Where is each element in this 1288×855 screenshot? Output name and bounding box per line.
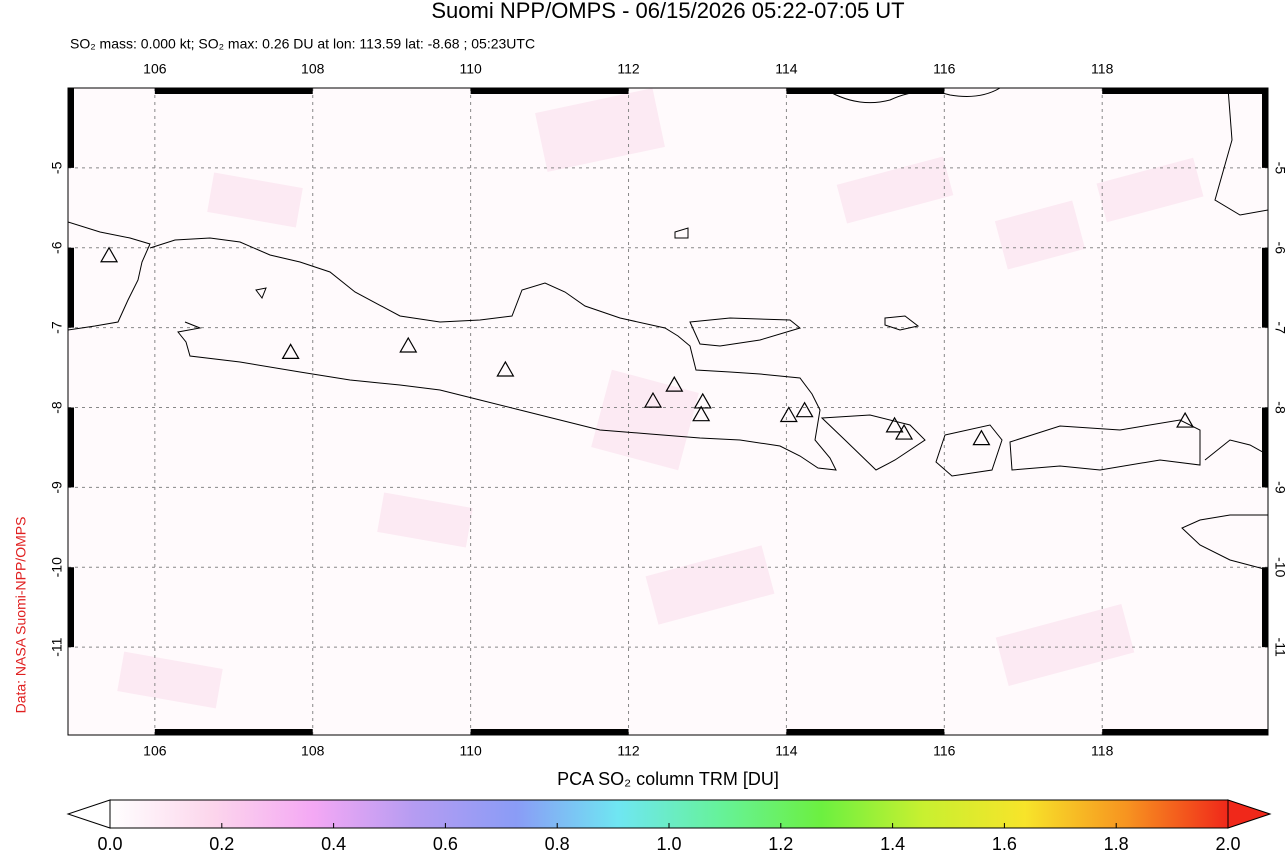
frame-segment: [470, 88, 629, 94]
y-tick-label: -10: [1272, 557, 1288, 577]
y-tick-label: -9: [1272, 481, 1288, 494]
x-tick-label: 106: [143, 743, 167, 759]
y-tick-label: -11: [1272, 638, 1288, 657]
volcano-marker: [665, 375, 684, 392]
volcano-marker: [795, 401, 814, 418]
coastlines: [68, 88, 1268, 571]
volcano-marker: [496, 360, 515, 377]
x-tick-label: 112: [617, 61, 640, 77]
x-tick-label: 110: [459, 61, 482, 77]
volcano-marker: [972, 429, 991, 446]
y-tick-label: -7: [1272, 321, 1288, 334]
colorbar-tick-label: 0.0: [97, 834, 122, 854]
y-tick-label: -5: [1272, 162, 1288, 175]
x-tick-label: 114: [775, 743, 798, 759]
x-tick-label: 108: [301, 743, 325, 759]
y-tick-label: -8: [49, 401, 65, 414]
x-tick-label: 110: [459, 743, 482, 759]
x-tick-label: 106: [143, 61, 167, 77]
colorbar-tick-label: 0.6: [433, 834, 458, 854]
colorbar-tick-label: 0.8: [545, 834, 570, 854]
frame-segment: [1102, 729, 1268, 735]
volcano-marker: [779, 406, 798, 423]
y-tick-label: -8: [1272, 401, 1288, 414]
volcano-marker: [885, 416, 904, 433]
volcano-marker: [1176, 411, 1195, 428]
frame-segment: [1262, 247, 1268, 328]
map-frame: [67, 87, 1269, 736]
colorbar-tick-label: 1.8: [1104, 834, 1129, 854]
volcano-marker: [693, 392, 712, 409]
colorbar-tick-label: 0.2: [209, 834, 234, 854]
frame-segment: [154, 729, 313, 735]
colorbar-tick-label: 2.0: [1215, 834, 1240, 854]
colorbar-tick-label: 1.4: [880, 834, 905, 854]
frame-segment: [68, 567, 74, 648]
x-tick-label: 114: [775, 61, 798, 77]
volcanoes: [100, 246, 1195, 446]
y-tick-label: -9: [49, 481, 65, 494]
y-tick-label: -5: [49, 161, 65, 174]
x-tick-label: 112: [617, 743, 640, 759]
colorbar-tick-label: 1.2: [768, 834, 793, 854]
volcano-marker: [281, 343, 300, 359]
x-tick-label: 116: [933, 61, 956, 77]
volcano-marker: [100, 246, 119, 263]
x-tick-label: 118: [1091, 61, 1114, 77]
credit: Data: NASA Suomi-NPP/OMPS: [13, 517, 29, 714]
chart-subtitle: SO₂ mass: 0.000 kt; SO₂ max: 0.26 DU at …: [70, 36, 535, 52]
volcano-marker: [399, 336, 418, 353]
y-tick-label: -11: [49, 637, 65, 656]
x-tick-label: 108: [301, 61, 325, 77]
frame-segment: [1262, 88, 1268, 168]
frame-segment: [786, 729, 945, 735]
frame-segment: [1102, 88, 1268, 94]
frame-segment: [68, 88, 74, 168]
colorbar-arrow-high: [1227, 799, 1272, 829]
volcano-marker: [895, 423, 914, 440]
frame-segment: [1262, 567, 1268, 648]
frame-border: [67, 87, 1269, 736]
colorbar-tick-label: 1.0: [656, 834, 681, 854]
frame-segment: [1262, 407, 1268, 488]
colorbar-arrow-low: [66, 799, 111, 829]
colorbar-tick-label: 1.6: [992, 834, 1017, 854]
frame-segment: [68, 407, 74, 488]
volcano-marker: [692, 405, 711, 422]
frame-segment: [786, 88, 945, 94]
frame-segment: [68, 247, 74, 328]
volcano-marker: [643, 391, 663, 408]
y-tick-label: -6: [49, 241, 65, 254]
frame-segment: [154, 88, 313, 94]
colorbar: 0.0 0.2 0.4 0.6 0.8 1.0 1.2 1.4 1.6 1.8 2.0: [66, 799, 1272, 854]
y-tick-label: -10: [49, 557, 65, 577]
x-tick-label: 116: [933, 743, 956, 759]
y-tick-label: -7: [49, 321, 65, 334]
y-tick-label: -6: [1272, 242, 1288, 255]
x-tick-label: 118: [1091, 743, 1114, 759]
colorbar-tick-label: 0.4: [321, 834, 346, 854]
colorbar-label: PCA SO₂ column TRM [DU]: [557, 769, 779, 789]
chart-title: Suomi NPP/OMPS - 06/15/2026 05:22-07:05 …: [431, 0, 904, 23]
map-background: [68, 88, 1268, 735]
frame-segment: [470, 729, 629, 735]
